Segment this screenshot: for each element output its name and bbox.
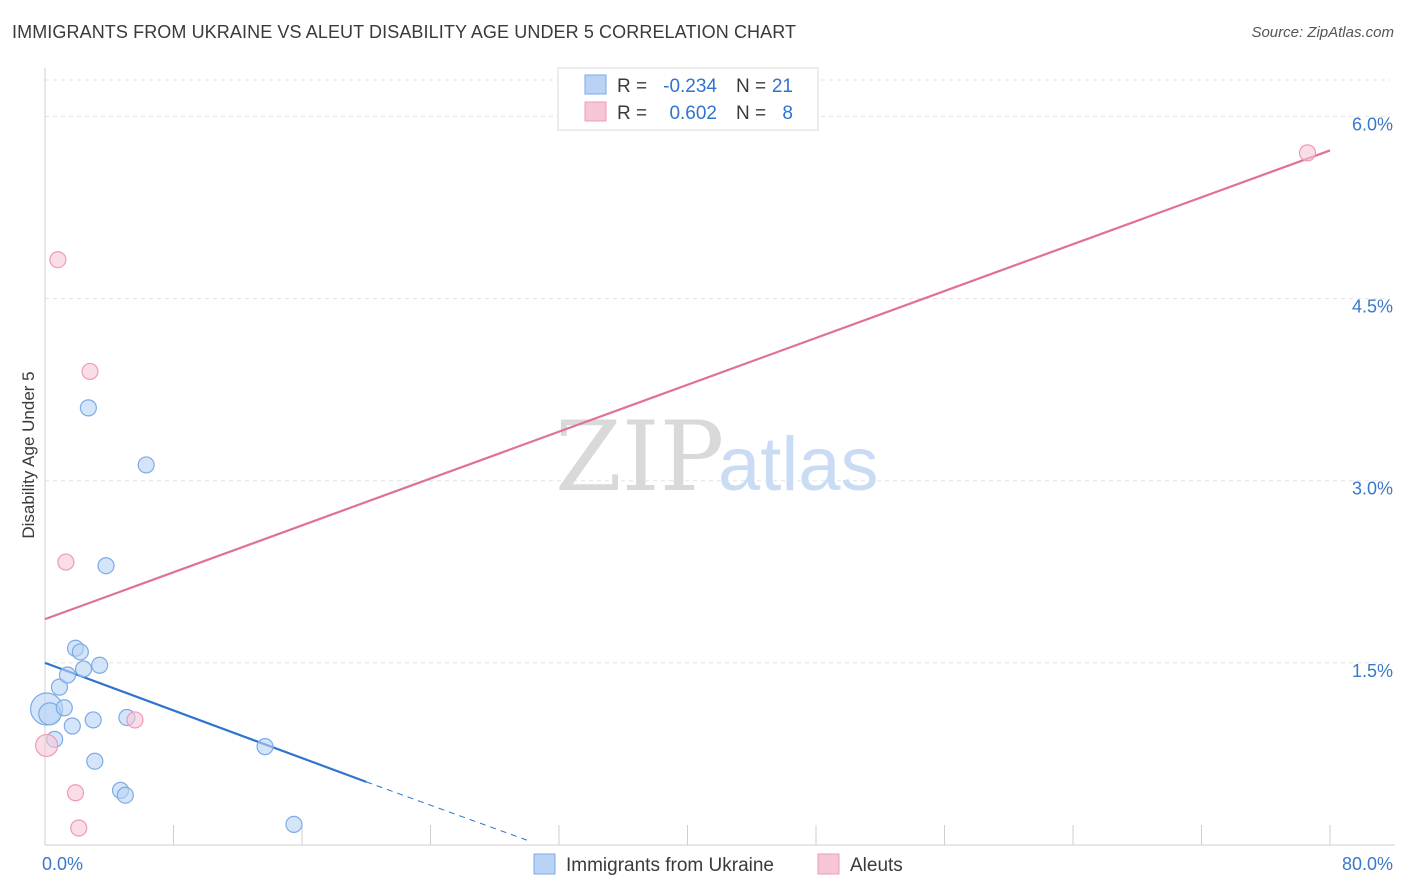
source-label: Source: ZipAtlas.com	[1251, 24, 1394, 41]
point-pink-4	[70, 819, 88, 837]
point-blue-8	[71, 643, 89, 661]
point-pink-5	[81, 362, 99, 381]
bottom-legend-label-blue: Immigrants from Ukraine	[566, 855, 774, 876]
point-pink-6	[126, 711, 144, 729]
legend-r-value-0: -0.234	[663, 76, 717, 97]
trendline-extension-blue	[366, 781, 528, 841]
grid-lines	[45, 79, 1390, 664]
point-blue-18	[137, 456, 155, 474]
point-blue-13	[91, 656, 109, 674]
point-blue-16	[116, 786, 134, 804]
data-points	[30, 144, 1317, 837]
y-tick-label-2: 4.5%	[1352, 297, 1393, 317]
point-blue-4	[55, 699, 73, 717]
watermark-atlas: atlas	[718, 422, 879, 507]
legend-r-label-1: R =	[617, 103, 647, 124]
axes: 1.5% 3.0% 4.5% 6.0% 0.0% 80.0%	[42, 68, 1395, 874]
legend-r-value-1: 0.602	[669, 103, 717, 124]
x-tick-label-0: 0.0%	[42, 854, 83, 874]
point-blue-12	[86, 752, 104, 770]
point-pink-1	[49, 251, 67, 269]
x-tick-label-1: 80.0%	[1342, 854, 1393, 874]
point-blue-20	[285, 815, 303, 833]
legend-n-label-0: N =	[736, 76, 766, 97]
legend: R = -0.234 N = 21 R = 0.602 N = 8	[557, 67, 819, 131]
watermark: ZIP atlas	[555, 401, 879, 513]
bottom-legend: Immigrants from Ukraine Aleuts	[533, 853, 903, 876]
point-blue-11	[84, 711, 102, 729]
trendlines	[44, 149, 1331, 841]
point-blue-6	[63, 717, 81, 735]
point-pink-7	[1298, 144, 1317, 162]
y-tick-label-0: 1.5%	[1352, 661, 1393, 681]
point-blue-9	[74, 660, 93, 678]
legend-r-label-0: R =	[617, 76, 647, 97]
legend-swatch-pink	[584, 101, 607, 122]
bottom-legend-swatch-pink	[817, 853, 840, 875]
legend-n-value-1: 8	[782, 103, 793, 124]
chart-title: IMMIGRANTS FROM UKRAINE VS ALEUT DISABIL…	[12, 22, 797, 42]
point-blue-19	[256, 738, 274, 756]
y-tick-label-1: 3.0%	[1352, 479, 1393, 499]
point-pink-2	[57, 553, 75, 571]
trendline-pink	[44, 149, 1331, 621]
point-blue-5	[58, 666, 77, 684]
point-blue-14	[97, 557, 115, 575]
point-pink-0	[35, 733, 59, 758]
y-tick-label-3: 6.0%	[1352, 114, 1393, 134]
y-axis-label: Disability Age Under 5	[19, 371, 38, 538]
legend-n-label-1: N =	[736, 103, 766, 124]
trendline-blue	[44, 661, 367, 783]
point-blue-3	[50, 678, 69, 696]
watermark-zip: ZIP	[555, 401, 724, 513]
point-pink-3	[66, 784, 85, 802]
bottom-legend-label-pink: Aleuts	[850, 855, 903, 876]
legend-n-value-0: 21	[772, 76, 793, 97]
legend-swatch-blue	[584, 74, 607, 95]
bottom-legend-swatch-blue	[533, 853, 556, 875]
point-blue-10	[79, 399, 97, 417]
